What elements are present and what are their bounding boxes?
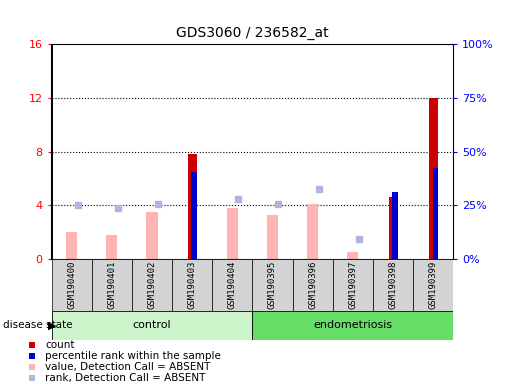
Bar xyxy=(92,259,132,311)
Bar xyxy=(146,212,158,259)
Bar xyxy=(192,172,197,259)
Bar xyxy=(413,259,453,311)
Text: value, Detection Call = ABSENT: value, Detection Call = ABSENT xyxy=(45,362,210,372)
Text: ▶: ▶ xyxy=(48,320,57,331)
Bar xyxy=(212,259,252,311)
Bar xyxy=(172,259,212,311)
Text: GSM190398: GSM190398 xyxy=(388,261,398,309)
Bar xyxy=(267,215,278,259)
Bar xyxy=(307,204,318,259)
Bar xyxy=(428,98,438,259)
Title: GDS3060 / 236582_at: GDS3060 / 236582_at xyxy=(176,26,329,40)
Text: GSM190402: GSM190402 xyxy=(147,261,157,309)
Text: count: count xyxy=(45,340,75,350)
Bar xyxy=(347,253,358,259)
Bar xyxy=(373,259,413,311)
Bar xyxy=(433,168,438,259)
Text: GSM190395: GSM190395 xyxy=(268,261,277,309)
Text: GSM190403: GSM190403 xyxy=(187,261,197,309)
Text: disease state: disease state xyxy=(3,320,72,331)
Bar xyxy=(293,259,333,311)
Bar xyxy=(106,235,117,259)
Bar xyxy=(52,259,92,311)
Bar xyxy=(187,154,197,259)
Text: endometriosis: endometriosis xyxy=(313,320,392,331)
Bar xyxy=(333,259,373,311)
Bar xyxy=(52,311,252,340)
Bar xyxy=(132,259,172,311)
Text: GSM190401: GSM190401 xyxy=(107,261,116,309)
Bar xyxy=(252,259,293,311)
Text: GSM190400: GSM190400 xyxy=(67,261,76,309)
Bar xyxy=(66,232,77,259)
Bar xyxy=(392,192,398,259)
Bar xyxy=(252,311,453,340)
Text: control: control xyxy=(133,320,171,331)
Text: GSM190397: GSM190397 xyxy=(348,261,357,309)
Text: percentile rank within the sample: percentile rank within the sample xyxy=(45,351,221,361)
Text: rank, Detection Call = ABSENT: rank, Detection Call = ABSENT xyxy=(45,374,205,384)
Bar xyxy=(227,208,238,259)
Text: GSM190404: GSM190404 xyxy=(228,261,237,309)
Text: GSM190399: GSM190399 xyxy=(428,261,438,309)
Text: GSM190396: GSM190396 xyxy=(308,261,317,309)
Bar xyxy=(388,197,398,259)
